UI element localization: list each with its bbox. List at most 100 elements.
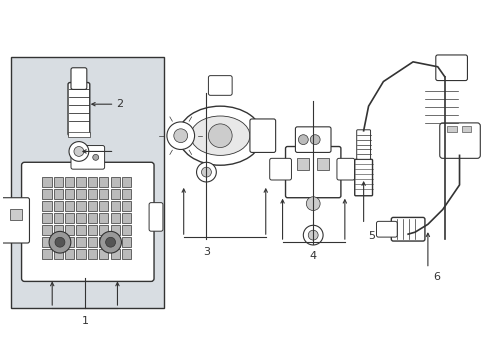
Bar <box>65 201 74 211</box>
Bar <box>42 201 52 211</box>
FancyBboxPatch shape <box>68 82 90 136</box>
Text: 4: 4 <box>309 251 316 261</box>
FancyBboxPatch shape <box>285 147 340 198</box>
Bar <box>88 249 97 258</box>
Bar <box>42 189 52 199</box>
Bar <box>122 189 131 199</box>
Bar <box>42 249 52 258</box>
Circle shape <box>303 225 323 245</box>
Bar <box>88 213 97 223</box>
Bar <box>65 237 74 247</box>
Bar <box>76 189 85 199</box>
Bar <box>65 177 74 187</box>
FancyBboxPatch shape <box>439 123 479 158</box>
Bar <box>65 225 74 235</box>
Circle shape <box>166 122 194 149</box>
Bar <box>110 213 120 223</box>
Bar <box>297 158 308 170</box>
Bar <box>317 158 328 170</box>
Circle shape <box>74 147 83 156</box>
Circle shape <box>173 129 187 143</box>
Bar <box>122 201 131 211</box>
Circle shape <box>208 124 232 148</box>
Bar <box>76 237 85 247</box>
Bar <box>110 201 120 211</box>
FancyBboxPatch shape <box>435 55 467 81</box>
FancyBboxPatch shape <box>295 127 330 152</box>
Bar <box>99 201 108 211</box>
Bar <box>122 225 131 235</box>
Bar <box>42 237 52 247</box>
FancyBboxPatch shape <box>356 130 370 159</box>
Bar <box>88 177 97 187</box>
Circle shape <box>196 162 216 182</box>
FancyBboxPatch shape <box>208 76 232 95</box>
Bar <box>88 201 97 211</box>
FancyBboxPatch shape <box>21 162 154 282</box>
Bar <box>54 213 63 223</box>
Bar <box>110 249 120 258</box>
Circle shape <box>49 231 71 253</box>
Bar <box>76 249 85 258</box>
Bar <box>76 177 85 187</box>
FancyBboxPatch shape <box>71 145 104 169</box>
Bar <box>122 237 131 247</box>
Bar <box>99 225 108 235</box>
Text: 1: 1 <box>81 316 88 326</box>
Circle shape <box>77 154 82 160</box>
Bar <box>99 213 108 223</box>
Circle shape <box>307 230 318 240</box>
Bar <box>76 201 85 211</box>
Circle shape <box>55 237 65 247</box>
Bar <box>88 225 97 235</box>
FancyBboxPatch shape <box>71 68 87 89</box>
Bar <box>76 225 85 235</box>
Bar <box>88 189 97 199</box>
Text: 6: 6 <box>432 271 439 282</box>
Bar <box>99 249 108 258</box>
FancyBboxPatch shape <box>336 158 354 180</box>
Bar <box>122 177 131 187</box>
Bar <box>110 177 120 187</box>
Bar <box>99 189 108 199</box>
Circle shape <box>309 135 320 145</box>
Bar <box>99 237 108 247</box>
Bar <box>54 225 63 235</box>
Bar <box>68 132 90 137</box>
Bar <box>54 249 63 258</box>
FancyBboxPatch shape <box>376 221 396 237</box>
Bar <box>42 177 52 187</box>
Bar <box>65 213 74 223</box>
Circle shape <box>201 167 211 177</box>
Circle shape <box>105 237 115 247</box>
Bar <box>110 189 120 199</box>
Bar <box>122 249 131 258</box>
Circle shape <box>93 154 99 160</box>
Text: 5: 5 <box>368 231 375 241</box>
Bar <box>54 237 63 247</box>
Ellipse shape <box>190 116 249 156</box>
Bar <box>65 249 74 258</box>
Bar <box>54 189 63 199</box>
Circle shape <box>305 197 320 211</box>
Bar <box>54 201 63 211</box>
Bar <box>54 177 63 187</box>
Text: 2: 2 <box>116 99 123 109</box>
Bar <box>461 126 470 132</box>
Bar <box>88 237 97 247</box>
Bar <box>110 225 120 235</box>
Bar <box>42 213 52 223</box>
FancyBboxPatch shape <box>149 203 163 231</box>
Bar <box>65 189 74 199</box>
FancyBboxPatch shape <box>249 119 275 152</box>
Circle shape <box>69 141 89 161</box>
Text: 3: 3 <box>203 247 209 257</box>
Bar <box>42 225 52 235</box>
Bar <box>11 57 163 308</box>
Bar <box>446 126 456 132</box>
Bar <box>110 237 120 247</box>
Bar <box>10 208 21 220</box>
Bar <box>76 213 85 223</box>
FancyBboxPatch shape <box>269 158 291 180</box>
Ellipse shape <box>178 106 262 165</box>
